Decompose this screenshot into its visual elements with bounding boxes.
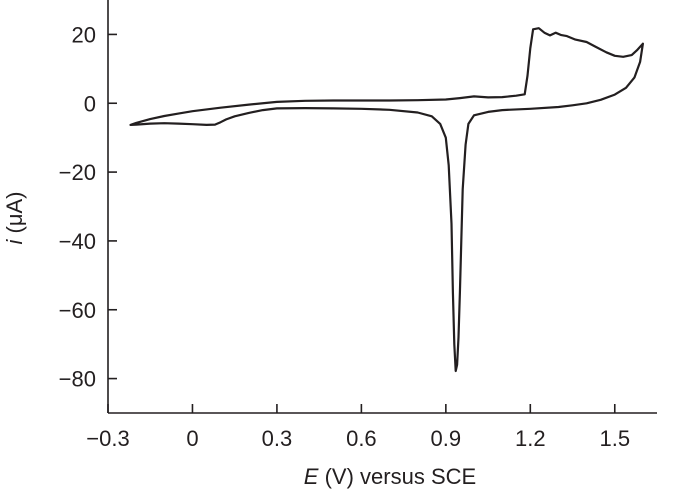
x-axis-title: E (V) versus SCE: [304, 464, 476, 489]
y-axis-title: i (μA): [2, 191, 27, 244]
x-tick-label: 1.5: [599, 426, 630, 451]
y-tick-label: 0: [84, 91, 96, 116]
x-tick-label: 0.9: [431, 426, 462, 451]
y-tick-label: −80: [59, 367, 96, 392]
x-tick-label: 1.2: [515, 426, 546, 451]
x-axis-variable: E: [304, 464, 319, 489]
x-axis: −0.3 0 0.3 0.6 0.9 1.2 1.5: [86, 404, 657, 451]
y-tick-label: −20: [59, 160, 96, 185]
y-axis-unit: (μA): [2, 191, 27, 239]
y-tick-label: −40: [59, 229, 96, 254]
x-tick-label: 0.6: [346, 426, 377, 451]
y-tick-label: 20: [72, 22, 96, 47]
x-axis-unit: (V) versus SCE: [318, 464, 476, 489]
x-tick-label: 0.3: [262, 426, 293, 451]
x-tick-label: −0.3: [86, 426, 129, 451]
y-axis-variable: i: [2, 239, 27, 245]
cv-curve: [129, 27, 644, 373]
x-tick-label: 0: [186, 426, 198, 451]
y-tick-label: −60: [59, 298, 96, 323]
y-axis: −80 −60 −40 −20 0 20: [59, 0, 117, 413]
